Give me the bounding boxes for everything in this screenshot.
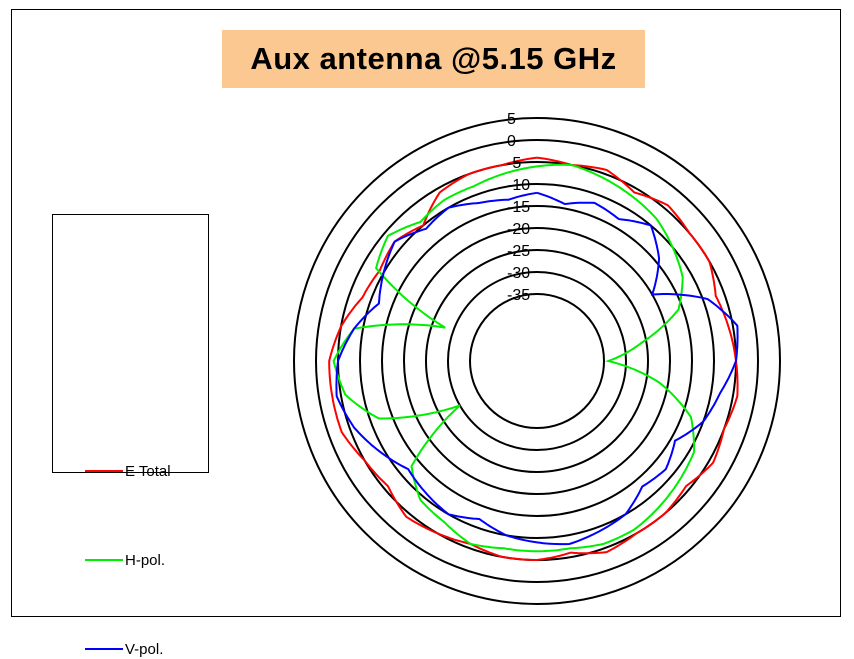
legend-swatch-e-total [85, 470, 123, 472]
radial-tick-label: -35 [507, 287, 530, 304]
grid-rings [293, 117, 781, 605]
grid-ring [293, 117, 781, 605]
legend-swatch-v-pol [85, 648, 123, 650]
legend-label-e-total: E Total [125, 462, 171, 480]
series-line-2 [335, 191, 739, 546]
grid-ring [315, 139, 759, 583]
legend-item-e-total: E Total [85, 461, 171, 481]
chart-title: Aux antenna @5.15 GHz [222, 30, 645, 88]
polar-plot: 5 0 -5 -10 -15 -20 -25 -30 -35 [293, 111, 781, 605]
radial-tick-label: -5 [507, 155, 521, 172]
series-line-1 [332, 163, 696, 553]
legend-swatch-h-pol [85, 559, 123, 561]
legend-label-h-pol: H-pol. [125, 551, 166, 569]
series-line-0 [328, 156, 739, 561]
radial-tick-labels: 5 0 -5 -10 -15 -20 -25 -30 -35 [507, 111, 530, 304]
series-layer [328, 156, 739, 561]
radial-tick-label: -25 [507, 243, 530, 260]
grid-ring [381, 205, 693, 517]
radial-tick-label: 0 [507, 133, 516, 150]
radial-tick-label: -15 [507, 199, 530, 216]
grid-ring [447, 271, 627, 451]
grid-ring [425, 249, 649, 473]
legend-item-h-pol: H-pol. [85, 550, 165, 570]
legend: E Total H-pol. V-pol. [52, 214, 209, 658]
radial-tick-label: -30 [507, 265, 530, 282]
legend-label-v-pol: V-pol. [125, 640, 164, 658]
grid-ring [359, 183, 715, 539]
radial-tick-label: -10 [507, 177, 530, 194]
radial-tick-label: 5 [507, 111, 516, 128]
grid-ring [469, 293, 605, 429]
grid-ring [403, 227, 671, 495]
radial-tick-label: -20 [507, 221, 530, 238]
legend-item-v-pol: V-pol. [85, 639, 163, 659]
